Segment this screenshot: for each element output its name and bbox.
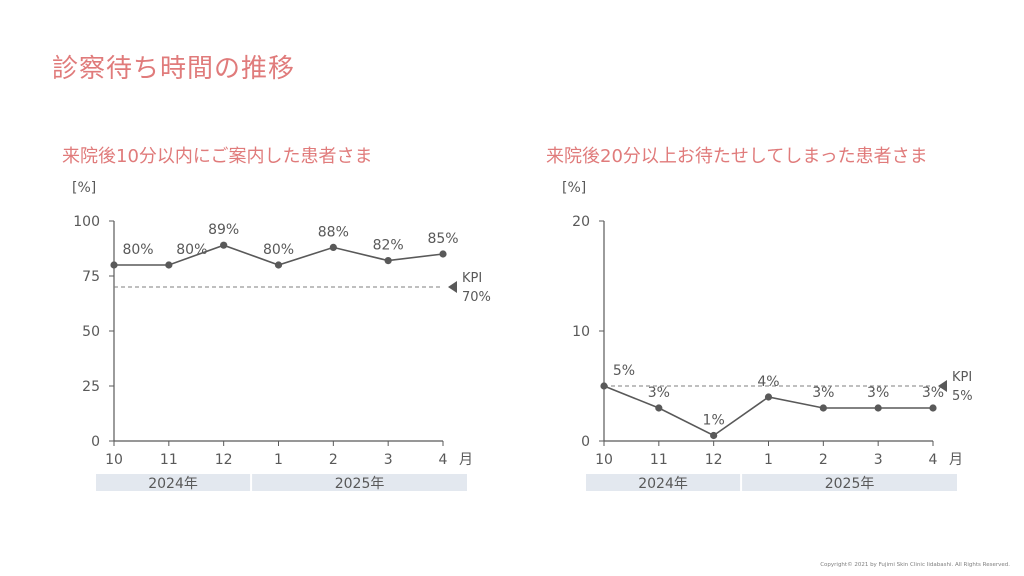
chart1-y-tick-label: 100 — [73, 214, 100, 230]
chart1-kpi-marker-icon — [448, 281, 457, 293]
chart2-x-tick-label: 12 — [705, 452, 723, 468]
chart1-y-tick-label: 50 — [82, 324, 100, 340]
chart1-x-unit-label: 月 — [459, 452, 473, 468]
chart2-data-label: 4% — [757, 374, 779, 390]
chart1-y-tick-label: 25 — [82, 379, 100, 395]
chart2-year-label: 2025年 — [825, 476, 875, 492]
chart1-year-label: 2025年 — [335, 476, 385, 492]
chart2-data-label: 1% — [703, 413, 725, 429]
chart2-y-tick-label: 0 — [581, 434, 590, 450]
chart1-data-label: 85% — [427, 231, 458, 247]
chart2-data-label: 5% — [613, 363, 635, 379]
chart1-x-tick-label: 4 — [439, 452, 448, 468]
chart2-data-point — [929, 404, 937, 412]
chart1-data-label: 89% — [208, 222, 239, 238]
chart2-data-point — [874, 404, 882, 412]
chart1-x-tick-label: 11 — [160, 452, 178, 468]
chart2-data-point — [600, 382, 608, 390]
chart1-data-point — [165, 261, 173, 269]
chart2-x-unit-label: 月 — [949, 452, 963, 468]
chart1-year-band — [96, 474, 251, 491]
copyright-notice: Copyright© 2021 by Fujimi Skin Clinic Ii… — [820, 562, 1010, 568]
chart1-y-tick-label: 75 — [82, 269, 100, 285]
chart2-y-tick-label: 20 — [572, 214, 590, 230]
chart2-kpi-value-label: 5% — [952, 389, 973, 404]
chart2-x-tick-label: 1 — [764, 452, 773, 468]
chart1-data-label: 80% — [122, 242, 153, 258]
chart1-data-point — [274, 261, 283, 269]
chart1-y-tick-label: 0 — [91, 434, 100, 450]
chart2-x-tick-label: 10 — [595, 452, 613, 468]
chart-title-over-20min: 来院後20分以上お待たせしてしまった患者さま — [546, 146, 928, 167]
chart1-kpi-value-label: 70% — [462, 290, 491, 305]
chart2-y-tick-label: 10 — [572, 324, 590, 340]
chart2-kpi-marker-icon — [938, 380, 947, 392]
chart1-y-unit-label: [%] — [72, 180, 96, 196]
chart1-year-label: 2024年 — [148, 476, 198, 492]
chart1-data-label: 80% — [176, 242, 207, 258]
chart2-data-label: 3% — [648, 385, 670, 401]
chart1-year-band — [252, 474, 467, 491]
chart2-x-tick-label: 2 — [819, 452, 828, 468]
chart1-data-point — [110, 261, 118, 269]
chart2-year-label: 2024年 — [638, 476, 688, 492]
chart2-data-point — [710, 431, 718, 440]
chart1-kpi-label: KPI — [462, 271, 482, 286]
chart1-data-point — [220, 241, 228, 249]
chart2-data-point — [655, 404, 663, 412]
chart2-data-label: 3% — [922, 385, 944, 401]
chart2-x-tick-label: 3 — [874, 452, 883, 468]
chart2-data-point — [819, 404, 827, 412]
chart1-x-tick-label: 3 — [384, 452, 393, 468]
chart2-year-band — [586, 474, 741, 491]
chart2-data-label: 3% — [867, 385, 889, 401]
chart1-data-label: 82% — [373, 238, 404, 254]
chart2-x-tick-label: 4 — [929, 452, 938, 468]
chart1-x-tick-label: 12 — [215, 452, 233, 468]
chart1-data-point — [384, 257, 392, 265]
chart2-data-point — [764, 393, 773, 401]
chart1-data-point — [439, 250, 447, 258]
chart2-y-unit-label: [%] — [562, 180, 586, 196]
chart1-x-tick-label: 1 — [274, 452, 283, 468]
chart1-data-point — [329, 243, 337, 251]
page-title: 診察待ち時間の推移 — [52, 54, 296, 84]
chart1-data-label: 80% — [263, 242, 294, 258]
chart-title-within-10min: 来院後10分以内にご案内した患者さま — [62, 146, 373, 167]
chart2-x-tick-label: 11 — [650, 452, 668, 468]
chart1-x-tick-label: 2 — [329, 452, 338, 468]
chart1-x-tick-label: 10 — [105, 452, 123, 468]
chart2-data-label: 3% — [812, 385, 834, 401]
chart2-kpi-label: KPI — [952, 370, 972, 385]
chart1-data-label: 88% — [318, 224, 349, 240]
chart2-year-band — [742, 474, 957, 491]
